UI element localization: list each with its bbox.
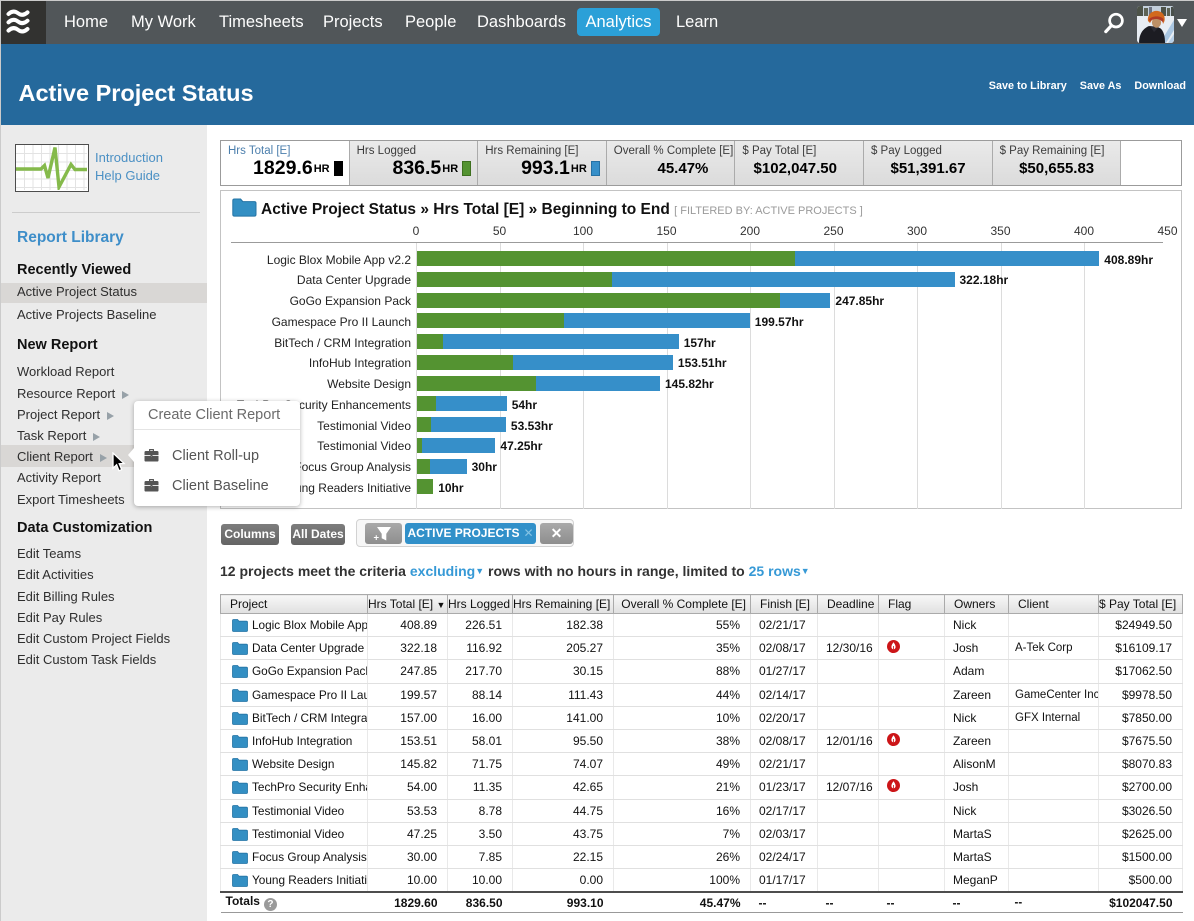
svg-text:+: + bbox=[374, 533, 380, 544]
